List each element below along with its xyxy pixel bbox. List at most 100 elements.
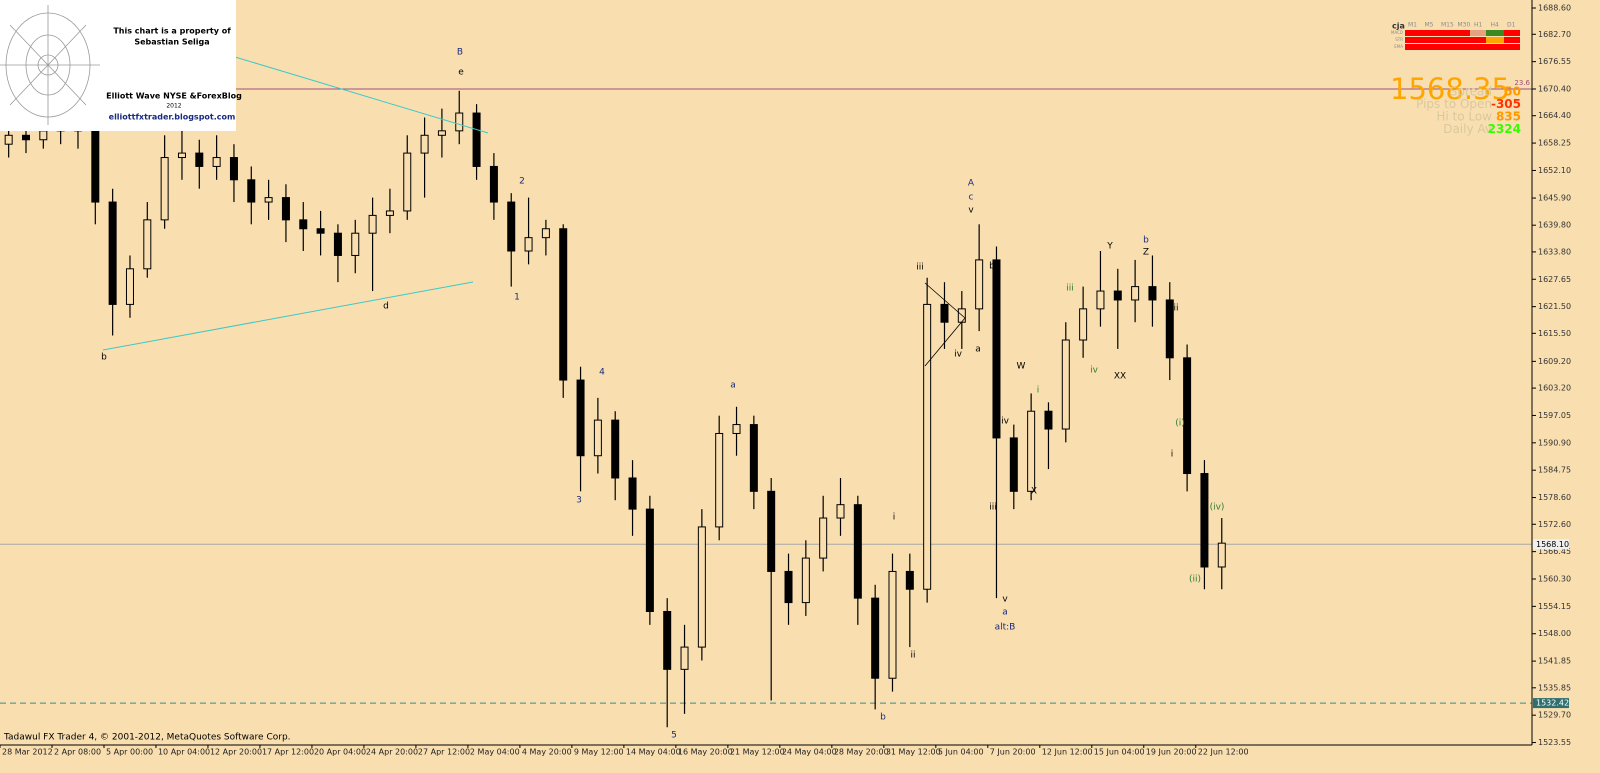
wave-label: ii (1173, 304, 1178, 314)
candle-body (628, 477, 637, 510)
candle-body (1183, 357, 1192, 475)
candle-body (923, 303, 932, 590)
y-tick-label: 1554.15 (1538, 602, 1571, 611)
candle-body (940, 303, 949, 323)
wave-label: b (989, 262, 995, 272)
candle-body (1148, 286, 1157, 301)
wave-label: iv (1001, 417, 1010, 427)
row-label: MACD (1391, 30, 1403, 35)
wave-label: ii (995, 280, 1000, 290)
candle-body (385, 210, 394, 216)
candle-body (1113, 290, 1122, 301)
candle-body (767, 490, 776, 572)
candle-body (559, 228, 568, 381)
signal-cell (1470, 30, 1486, 36)
signal-cell (1486, 30, 1504, 36)
x-tick-label: 9 May 12:00 (574, 748, 624, 757)
footer: Tadawul FX Trader 4, © 2001-2012, MetaQu… (3, 733, 291, 743)
candle-body (1200, 473, 1209, 568)
candle-body (645, 508, 654, 612)
x-tick-label: 27 Apr 12:00 (418, 748, 470, 757)
panel-name: cja (1392, 22, 1405, 31)
x-tick-label: 16 May 20:00 (678, 748, 733, 757)
candle-body (819, 517, 828, 559)
wave-label: iv (954, 350, 963, 360)
x-tick-label: 31 May 12:00 (886, 748, 941, 757)
watermark-text: 2012 (166, 103, 181, 110)
candle-body (1044, 410, 1053, 430)
wave-label: i (1171, 450, 1174, 460)
stat-label: Daily Av (1443, 122, 1492, 136)
candle-body (593, 419, 602, 457)
row-label: STR (1395, 37, 1403, 42)
candle-body (489, 165, 498, 203)
wave-label: iii (1066, 284, 1074, 294)
candle-body (1079, 308, 1088, 341)
y-tick-label: 1633.80 (1538, 247, 1571, 256)
candle-body (212, 157, 221, 167)
candle-body (420, 134, 429, 154)
x-tick-label: 24 Apr 20:00 (366, 748, 418, 757)
trend-line (102, 281, 474, 351)
candle-body (333, 232, 342, 256)
candle-body (1165, 299, 1174, 359)
wave-label: b (1143, 236, 1149, 246)
x-tick-label: 10 Apr 04:00 (158, 748, 210, 757)
wave-label: B (457, 48, 463, 58)
candle-body (853, 504, 862, 599)
y-tick-label: 1621.50 (1538, 302, 1571, 311)
candle-body (472, 112, 481, 167)
stat-label: Pips to Open (1416, 97, 1492, 111)
x-tick-label: 5 Jun 04:00 (938, 748, 984, 757)
candle-body (21, 134, 30, 141)
x-tick-label: 28 Mar 2012 (2, 748, 53, 757)
candle-body (1061, 339, 1070, 430)
wave-label: 4 (599, 368, 605, 378)
wave-label: A (968, 179, 975, 189)
wave-label: iii (989, 503, 997, 513)
candle-body (403, 152, 412, 212)
timeframe-label: M5 (1425, 22, 1434, 29)
y-tick-label: 1590.90 (1538, 438, 1571, 447)
wave-label: 5 (671, 731, 677, 741)
level-label-box (1533, 539, 1569, 550)
trend-line (234, 56, 489, 134)
candle-body (281, 197, 290, 221)
candle-body (125, 268, 134, 305)
candle-body (732, 424, 741, 434)
wave-label: Z (1143, 248, 1149, 258)
wave-label: b (880, 713, 886, 723)
candle-body (160, 157, 169, 221)
timeframe-label: D1 (1507, 22, 1516, 29)
y-tick-label: 1548.00 (1538, 629, 1571, 638)
y-tick-label: 1597.05 (1538, 411, 1571, 420)
y-tick-label: 1688.60 (1538, 4, 1571, 13)
candle-body (4, 134, 13, 145)
y-tick-label: 1676.55 (1538, 57, 1571, 66)
signal-cell (1486, 37, 1504, 43)
candle-body (680, 646, 689, 670)
stat-label: Hi to Low (1436, 110, 1492, 124)
candle-body (351, 232, 360, 256)
candle-body (697, 526, 706, 648)
y-tick-label: 1572.60 (1538, 520, 1571, 529)
candle-body (368, 214, 377, 234)
wave-label: Y (1106, 242, 1113, 252)
wave-label: b (101, 353, 107, 363)
watermark-box (0, 0, 236, 131)
signal-row (1405, 37, 1520, 43)
candle-body (1027, 410, 1036, 492)
candle-body (229, 157, 238, 181)
y-tick-label: 1652.10 (1538, 166, 1571, 175)
x-tick-label: 28 May 20:00 (834, 748, 889, 757)
level-label: 1532.42 (1536, 699, 1569, 708)
x-tick-label: 17 Apr 12:00 (262, 748, 314, 757)
plot-area (0, 88, 1532, 728)
stat-value: 2324 (1488, 122, 1521, 136)
triangle-drawing (924, 282, 966, 367)
candle-body (801, 557, 810, 604)
wave-label: XX (1114, 372, 1126, 382)
x-tick-label: 2 May 04:00 (470, 748, 520, 757)
